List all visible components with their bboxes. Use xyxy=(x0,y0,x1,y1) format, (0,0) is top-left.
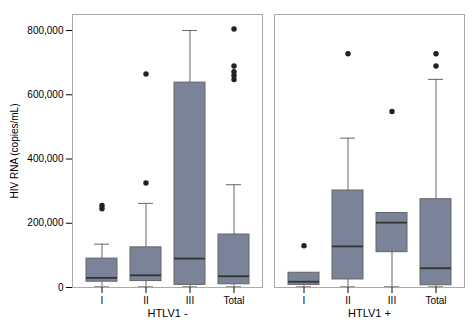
svg-text:0: 0 xyxy=(58,282,64,293)
svg-text:II: II xyxy=(345,295,351,306)
svg-text:Total: Total xyxy=(425,295,446,306)
svg-text:II: II xyxy=(143,295,149,306)
svg-text:HTLV1 -: HTLV1 - xyxy=(147,307,187,319)
svg-text:HIV RNA (copies/mL): HIV RNA (copies/mL) xyxy=(9,103,20,198)
svg-text:HTLV1 +: HTLV1 + xyxy=(348,307,391,319)
svg-text:III: III xyxy=(186,295,194,306)
svg-text:600,000: 600,000 xyxy=(27,89,64,100)
svg-text:Total: Total xyxy=(223,295,244,306)
svg-text:III: III xyxy=(388,295,396,306)
svg-text:400,000: 400,000 xyxy=(27,153,64,164)
svg-text:I: I xyxy=(303,295,306,306)
svg-text:200,000: 200,000 xyxy=(27,217,64,228)
svg-text:I: I xyxy=(101,295,104,306)
svg-text:800,000: 800,000 xyxy=(27,25,64,36)
